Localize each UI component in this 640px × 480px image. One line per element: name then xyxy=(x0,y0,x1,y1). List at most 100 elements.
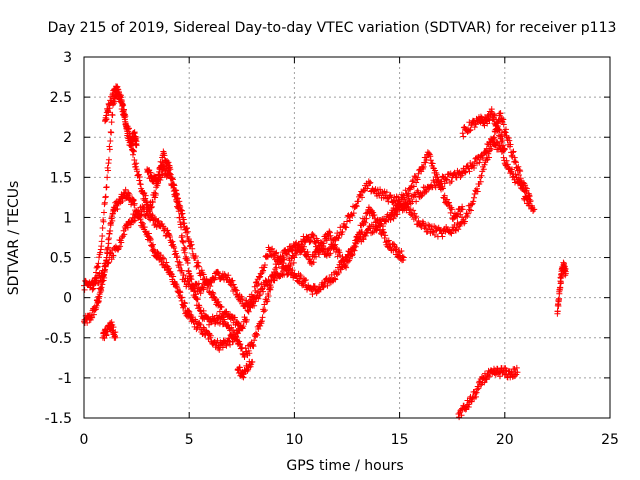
data-point xyxy=(392,208,399,215)
data-point xyxy=(179,294,186,301)
data-point xyxy=(257,322,264,329)
data-point xyxy=(148,213,155,220)
data-point xyxy=(325,246,332,253)
data-point xyxy=(100,271,107,278)
data-point xyxy=(205,335,212,342)
data-point xyxy=(131,200,138,207)
data-point xyxy=(512,158,519,165)
data-point xyxy=(130,218,137,225)
data-point xyxy=(427,153,434,160)
data-point xyxy=(231,284,238,291)
data-point xyxy=(98,284,105,291)
data-point xyxy=(310,233,317,240)
data-point xyxy=(124,224,131,231)
data-point xyxy=(468,398,475,405)
axis-ticks xyxy=(83,56,611,419)
data-point xyxy=(136,173,143,180)
data-point xyxy=(472,121,479,128)
data-point xyxy=(163,259,170,266)
data-point xyxy=(558,273,565,280)
data-point xyxy=(509,149,516,156)
data-point xyxy=(433,171,440,178)
data-point xyxy=(165,231,172,238)
data-point xyxy=(146,207,153,214)
data-point xyxy=(473,389,480,396)
data-point xyxy=(441,192,448,199)
data-point xyxy=(326,275,333,282)
data-point xyxy=(141,189,148,196)
data-point xyxy=(496,373,503,380)
data-point xyxy=(558,279,565,286)
data-point xyxy=(301,248,308,255)
data-point xyxy=(100,218,107,225)
data-point xyxy=(478,373,485,380)
data-point xyxy=(448,230,455,237)
data-point xyxy=(267,246,274,253)
data-point xyxy=(164,227,171,234)
data-point xyxy=(352,239,359,246)
data-point xyxy=(359,194,366,201)
series-track-h xyxy=(99,319,119,342)
data-point xyxy=(118,239,125,246)
data-point xyxy=(324,282,331,289)
data-point xyxy=(160,255,167,262)
data-point xyxy=(243,316,250,323)
data-point xyxy=(195,263,202,270)
y-axis-label: SDTVAR / TECUs xyxy=(6,181,22,296)
data-point xyxy=(309,291,316,298)
data-point xyxy=(422,189,429,196)
x-tick-label: 0 xyxy=(80,432,89,448)
plot-frame xyxy=(83,56,611,419)
data-point xyxy=(98,238,105,245)
data-point xyxy=(246,350,253,357)
data-point xyxy=(94,263,101,270)
data-point xyxy=(293,251,300,258)
data-point xyxy=(162,232,169,239)
data-point xyxy=(301,277,308,284)
data-point xyxy=(307,237,314,244)
data-point xyxy=(210,290,217,297)
data-point xyxy=(115,86,122,93)
data-point xyxy=(181,300,188,307)
data-point xyxy=(97,285,104,292)
data-point xyxy=(337,224,344,231)
data-point xyxy=(182,245,189,252)
data-point xyxy=(366,180,373,187)
data-point xyxy=(235,320,242,327)
data-point xyxy=(467,207,474,214)
data-point xyxy=(122,120,129,127)
data-point xyxy=(251,294,258,301)
data-point xyxy=(510,148,517,155)
data-point xyxy=(419,164,426,171)
data-point xyxy=(103,116,110,123)
data-point xyxy=(316,251,323,258)
y-tick-label: 3 xyxy=(63,50,72,66)
data-point xyxy=(474,188,481,195)
data-point xyxy=(200,307,207,314)
data-point xyxy=(198,267,205,274)
data-point xyxy=(296,249,303,256)
data-point xyxy=(413,213,420,220)
data-point xyxy=(513,364,520,371)
data-point xyxy=(362,219,369,226)
data-point xyxy=(459,203,466,210)
data-point xyxy=(493,116,500,123)
data-point xyxy=(133,160,140,167)
data-point xyxy=(251,302,258,309)
data-point xyxy=(506,137,513,144)
data-point xyxy=(360,236,367,243)
data-point xyxy=(432,167,439,174)
data-point xyxy=(112,329,119,336)
data-point xyxy=(108,119,115,126)
data-point xyxy=(471,124,478,131)
data-point xyxy=(233,287,240,294)
data-point xyxy=(284,264,291,271)
data-point xyxy=(180,272,187,279)
data-point xyxy=(307,258,314,265)
data-point xyxy=(229,277,236,284)
data-point xyxy=(200,286,207,293)
data-point xyxy=(465,403,472,410)
data-point xyxy=(491,134,498,141)
data-point xyxy=(152,192,159,199)
data-point xyxy=(404,191,411,198)
